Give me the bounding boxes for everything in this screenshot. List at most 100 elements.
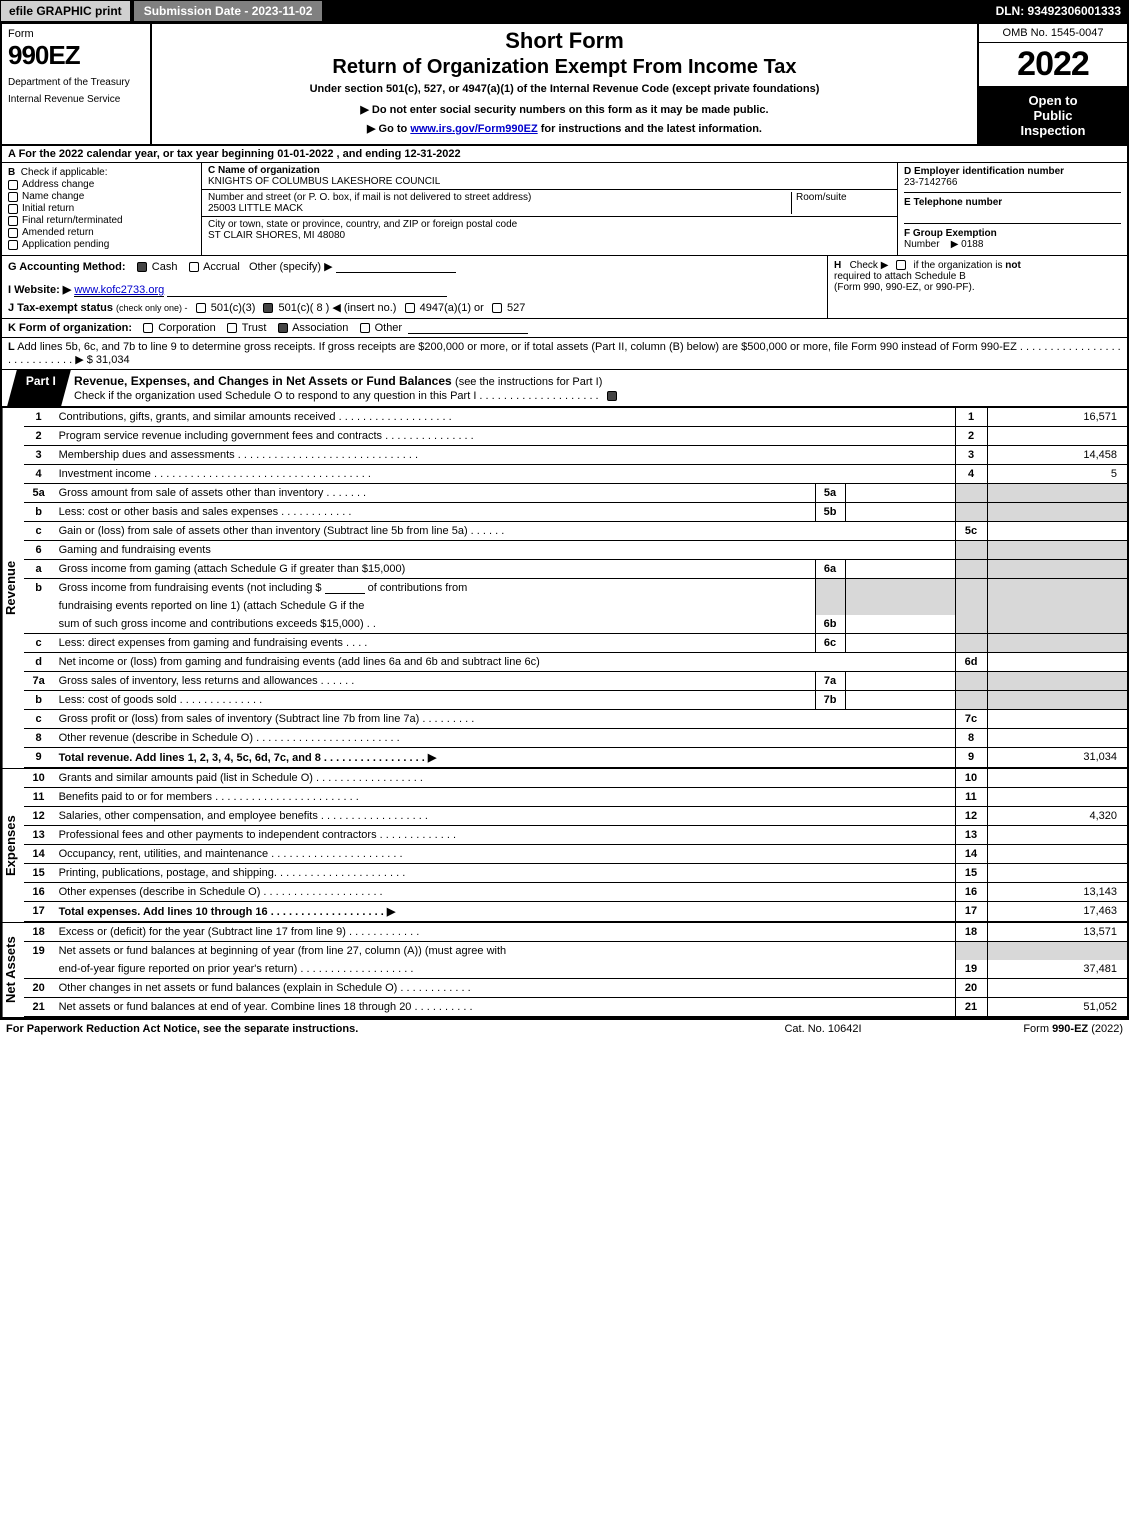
line-amt: [987, 769, 1127, 788]
check-application-pending[interactable]: Application pending: [8, 239, 195, 250]
sub-ref: 7b: [815, 691, 845, 710]
check-527[interactable]: [492, 303, 502, 313]
checkbox-icon: [8, 180, 18, 190]
line-amt: 51,052: [987, 998, 1127, 1017]
toolbar-spacer: [323, 0, 987, 22]
check-501c[interactable]: [263, 303, 273, 313]
sub-ref: 6a: [815, 560, 845, 579]
org-name: KNIGHTS OF COLUMBUS LAKESHORE COUNCIL: [208, 176, 891, 187]
part1-tab: Part I: [7, 370, 71, 406]
check-accrual[interactable]: [189, 262, 199, 272]
j-o4: 527: [507, 302, 525, 314]
line-amt: [987, 427, 1127, 446]
line-ref: 11: [955, 788, 987, 807]
section-g: G Accounting Method: Cash Accrual Other …: [8, 260, 821, 273]
line-2: 2Program service revenue including gover…: [24, 427, 1127, 446]
line-amt-shaded: [987, 672, 1127, 691]
line-16: 16Other expenses (describe in Schedule O…: [24, 883, 1127, 902]
check-501c3[interactable]: [196, 303, 206, 313]
line-6b-desc1b: of contributions from: [368, 582, 468, 594]
h-label: H: [834, 260, 841, 271]
check-4947[interactable]: [405, 303, 415, 313]
line-amt: [987, 845, 1127, 864]
city-label: City or town, state or province, country…: [208, 219, 891, 230]
line-amt: 4,320: [987, 807, 1127, 826]
line-amt: 37,481: [987, 960, 1127, 979]
page-footer: For Paperwork Reduction Act Notice, see …: [0, 1019, 1129, 1038]
header-left: Form 990EZ Department of the Treasury In…: [2, 24, 152, 144]
check-association[interactable]: [278, 323, 288, 333]
section-c: C Name of organization KNIGHTS OF COLUMB…: [202, 163, 897, 255]
check-trust[interactable]: [227, 323, 237, 333]
line-ref-shaded: [955, 484, 987, 503]
check-corporation[interactable]: [143, 323, 153, 333]
sub-amt: [845, 560, 955, 579]
line-ref: 21: [955, 998, 987, 1017]
line-amt: 16,571: [987, 408, 1127, 427]
line-amt-shaded: [987, 691, 1127, 710]
line-num: 20: [24, 979, 54, 998]
f-value: ▶ 0188: [951, 239, 984, 250]
check-final-return[interactable]: Final return/terminated: [8, 215, 195, 226]
part1-title: Revenue, Expenses, and Changes in Net As…: [74, 374, 452, 388]
ein-value: 23-7142766: [904, 177, 1121, 188]
j-sub: (check only one) -: [116, 303, 188, 313]
org-name-cell: C Name of organization KNIGHTS OF COLUMB…: [202, 163, 897, 190]
check-schedule-o[interactable]: [607, 391, 617, 401]
line-17: 17Total expenses. Add lines 10 through 1…: [24, 902, 1127, 922]
section-e: E Telephone number: [904, 197, 1121, 224]
check-amended-return[interactable]: Amended return: [8, 227, 195, 238]
line-desc: Less: direct expenses from gaming and fu…: [54, 634, 815, 653]
check-other-org[interactable]: [360, 323, 370, 333]
check-cash[interactable]: [137, 262, 147, 272]
line-amt-shaded: [987, 615, 1127, 634]
line-num: 14: [24, 845, 54, 864]
line-num: [24, 960, 54, 979]
tax-year: 2022: [979, 43, 1127, 87]
irs-link[interactable]: www.irs.gov/Form990EZ: [410, 123, 537, 135]
line-desc: Gross amount from sale of assets other t…: [54, 484, 815, 503]
check-name-change[interactable]: Name change: [8, 191, 195, 202]
part1-title-wrap: Revenue, Expenses, and Changes in Net As…: [66, 370, 1127, 406]
check-initial-return[interactable]: Initial return: [8, 203, 195, 214]
checkbox-icon: [8, 204, 18, 214]
j-label: J Tax-exempt status: [8, 302, 113, 314]
line-13: 13Professional fees and other payments t…: [24, 826, 1127, 845]
header-right: OMB No. 1545-0047 2022 Open to Public In…: [977, 24, 1127, 144]
line-num: c: [24, 710, 54, 729]
line-desc: fundraising events reported on line 1) (…: [54, 597, 815, 615]
line-ref-shaded: [955, 634, 987, 653]
g-accrual: Accrual: [203, 261, 240, 273]
line-num: 19: [24, 942, 54, 961]
check-address-change[interactable]: Address change: [8, 179, 195, 190]
efile-print-button[interactable]: efile GRAPHIC print: [0, 0, 131, 22]
sub-amt: [845, 484, 955, 503]
line-num: b: [24, 691, 54, 710]
chk-label: Application pending: [22, 239, 109, 250]
chk-label: Amended return: [22, 227, 94, 238]
line-ref-shaded: [955, 597, 987, 615]
line-amt: [987, 653, 1127, 672]
line-desc: Other changes in net assets or fund bala…: [54, 979, 955, 998]
k-o4: Other: [375, 322, 403, 334]
section-h: H Check ▶ if the organization is not req…: [827, 256, 1127, 318]
check-schedule-b[interactable]: [896, 260, 906, 270]
website-link[interactable]: www.kofc2733.org: [74, 284, 164, 297]
line-num: 2: [24, 427, 54, 446]
line-num: 1: [24, 408, 54, 427]
line-5b: bLess: cost or other basis and sales exp…: [24, 503, 1127, 522]
line-num: 8: [24, 729, 54, 748]
line-num: 10: [24, 769, 54, 788]
section-f: F Group Exemption Number ▶ 0188: [904, 228, 1121, 250]
revenue-section: Revenue 1Contributions, gifts, grants, a…: [2, 407, 1127, 768]
d-label: D Employer identification number: [904, 166, 1121, 177]
section-def: D Employer identification number 23-7142…: [897, 163, 1127, 255]
line-19-1: 19Net assets or fund balances at beginni…: [24, 942, 1127, 961]
phone-value: [904, 208, 1121, 219]
h-not: not: [1005, 260, 1021, 271]
line-ref-shaded: [955, 503, 987, 522]
line-desc: Gain or (loss) from sale of assets other…: [54, 522, 955, 541]
k-o2: Trust: [242, 322, 267, 334]
section-d: D Employer identification number 23-7142…: [904, 166, 1121, 193]
netassets-sidebar: Net Assets: [2, 923, 24, 1017]
